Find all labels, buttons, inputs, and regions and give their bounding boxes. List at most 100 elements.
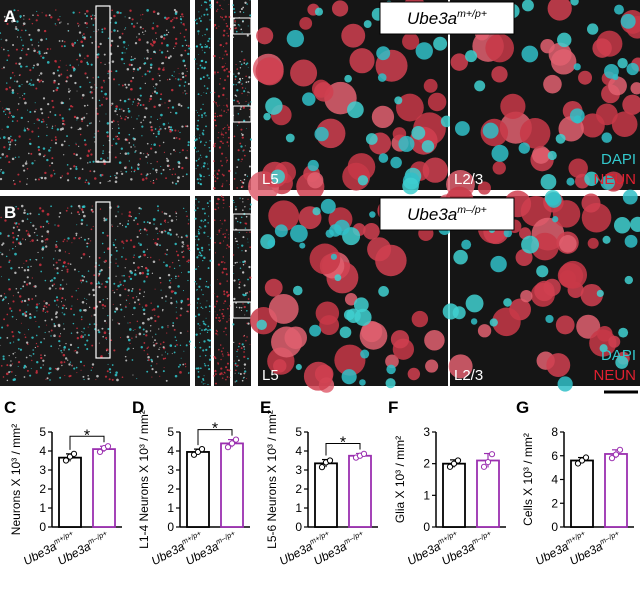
- roi-box: [95, 5, 111, 163]
- cell: [199, 324, 201, 326]
- strip-box: [232, 17, 252, 35]
- cell: [221, 57, 224, 60]
- cell: [156, 205, 159, 208]
- cell: [10, 267, 13, 270]
- cell: [175, 216, 177, 218]
- cell: [134, 217, 137, 220]
- cell: [166, 33, 168, 36]
- cell: [187, 144, 190, 147]
- cell: [11, 157, 15, 161]
- cell: [25, 356, 28, 359]
- cell: [240, 161, 242, 162]
- cell: [177, 165, 181, 169]
- cell: [241, 77, 244, 80]
- cell: [213, 355, 216, 358]
- cell: [208, 146, 211, 149]
- strip-box: [232, 213, 252, 231]
- cell: [8, 86, 11, 89]
- cell: [45, 51, 48, 55]
- cell: [194, 346, 196, 349]
- genotype-sup: m–/p+: [598, 528, 621, 546]
- cell: [33, 123, 35, 125]
- cell: [216, 177, 219, 180]
- cell: [21, 117, 23, 119]
- cell: [239, 281, 241, 283]
- cell: [240, 128, 243, 131]
- cell: [241, 307, 243, 309]
- cell: [130, 215, 132, 218]
- cell: [145, 155, 148, 159]
- cell: [222, 183, 224, 185]
- cell: [55, 261, 58, 264]
- cell: [59, 176, 62, 179]
- cell: [219, 242, 222, 245]
- cell: [151, 44, 154, 47]
- cell: [135, 336, 137, 338]
- cell: [312, 207, 321, 216]
- y-axis-label: Glia X 10³ / mm²: [393, 436, 407, 523]
- cell: [174, 45, 176, 48]
- cell: [40, 55, 42, 57]
- cell: [205, 306, 207, 309]
- cell: [194, 209, 197, 212]
- cell: [225, 273, 228, 276]
- cell: [96, 56, 99, 59]
- cell: [612, 74, 619, 81]
- cell: [199, 178, 201, 180]
- cell: [566, 177, 575, 186]
- cell: [65, 209, 68, 212]
- cell: [132, 329, 134, 331]
- cell: [559, 260, 588, 289]
- cell: [130, 63, 133, 67]
- cell: [216, 279, 218, 280]
- cell: [210, 284, 212, 286]
- cell: [132, 76, 135, 79]
- cell: [194, 235, 196, 237]
- cell: [15, 375, 17, 376]
- cell: [226, 229, 228, 231]
- cell: [184, 90, 186, 92]
- cell: [50, 335, 52, 337]
- cell: [25, 229, 28, 232]
- cell: [568, 158, 588, 178]
- cell: [73, 268, 76, 271]
- cell: [147, 359, 149, 361]
- cell: [240, 179, 242, 182]
- cell: [106, 370, 109, 373]
- cell: [224, 327, 227, 330]
- cell: [0, 38, 2, 40]
- cell: [15, 245, 16, 247]
- genotype-base: Ube3a: [407, 9, 457, 28]
- cell: [97, 281, 100, 283]
- cell: [229, 305, 231, 307]
- cell: [81, 120, 84, 123]
- cell: [491, 66, 508, 83]
- cell: [23, 169, 26, 172]
- cell: [214, 241, 216, 244]
- cell: [152, 181, 155, 184]
- data-point: [194, 448, 202, 456]
- cell: [1, 47, 3, 49]
- cell: [110, 39, 114, 43]
- cell: [168, 228, 172, 232]
- cell: [176, 344, 178, 346]
- data-point: [608, 455, 616, 462]
- cell: [203, 221, 205, 223]
- cell: [224, 233, 226, 235]
- cell: [102, 150, 104, 152]
- cell: [175, 300, 178, 303]
- cell: [232, 36, 235, 38]
- cell: [219, 140, 221, 142]
- cell: [42, 225, 45, 228]
- cell: [7, 49, 9, 52]
- cell: [82, 211, 85, 214]
- cell: [244, 292, 247, 295]
- cell: [152, 10, 156, 14]
- cell: [146, 41, 149, 44]
- cell: [3, 318, 6, 321]
- cell: [160, 172, 163, 175]
- cell: [205, 280, 208, 283]
- cell: [224, 126, 226, 129]
- y-tick-label: 2: [39, 482, 46, 496]
- cell: [228, 245, 231, 248]
